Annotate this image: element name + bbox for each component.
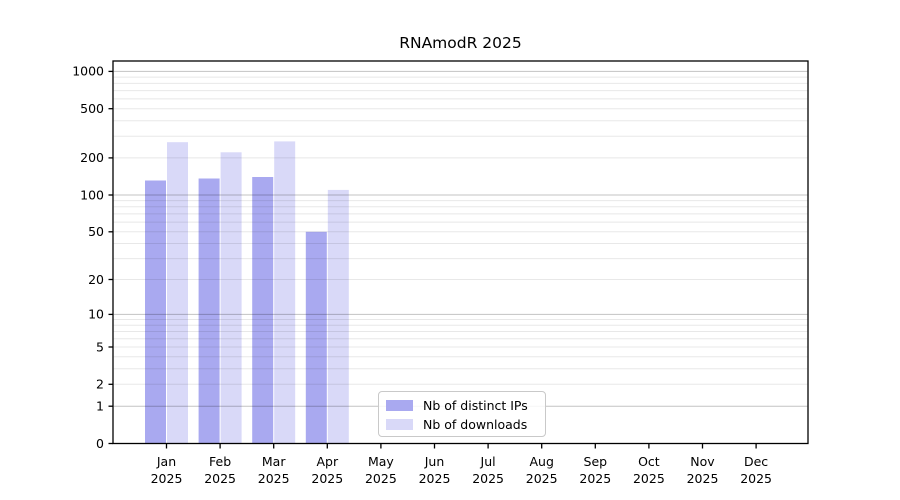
x-tick-label-year: 2025 xyxy=(472,471,504,486)
bar-downloads-feb xyxy=(220,152,242,444)
y-tick-label: 10 xyxy=(88,307,104,322)
x-tick-label-month: Oct xyxy=(638,454,660,469)
legend-label-distinct-ips: Nb of distinct IPs xyxy=(423,397,528,413)
y-tick-label: 50 xyxy=(88,224,104,239)
legend-item-distinct-ips: Nb of distinct IPs xyxy=(386,397,538,413)
legend-label-downloads: Nb of downloads xyxy=(423,416,528,432)
x-tick-label-month: Jun xyxy=(424,454,445,469)
bar-distinct-ips-apr xyxy=(305,231,327,444)
y-tick-label: 5 xyxy=(96,339,104,354)
x-tick-label-month: Apr xyxy=(316,454,338,469)
x-tick-label-year: 2025 xyxy=(311,471,343,486)
chart-title: RNAmodR 2025 xyxy=(399,34,522,52)
bar-downloads-mar xyxy=(274,141,296,444)
x-tick-label-month: Jan xyxy=(156,454,176,469)
x-tick-label-month: May xyxy=(368,454,394,469)
bar-distinct-ips-jan xyxy=(145,180,166,444)
y-tick-label: 0 xyxy=(96,436,104,451)
x-tick-label-month: Feb xyxy=(209,454,231,469)
x-tick-label-month: Nov xyxy=(690,454,715,469)
x-tick-label-year: 2025 xyxy=(258,471,290,486)
x-tick-label-year: 2025 xyxy=(419,471,451,486)
y-tick-label: 200 xyxy=(80,150,104,165)
y-tick-label: 500 xyxy=(80,101,104,116)
y-tick-label: 1 xyxy=(96,399,104,414)
y-tick-label: 100 xyxy=(80,187,104,202)
plot-frame xyxy=(112,60,809,445)
x-tick-label-year: 2025 xyxy=(151,471,183,486)
x-tick-label-month: Dec xyxy=(744,454,768,469)
x-tick-label-month: Sep xyxy=(584,454,608,469)
bar-downloads-jan xyxy=(167,142,188,444)
x-tick-label-year: 2025 xyxy=(365,471,397,486)
legend-swatch-distinct-ips xyxy=(386,399,413,411)
x-tick-label-month: Aug xyxy=(529,454,553,469)
x-tick-label-year: 2025 xyxy=(204,471,236,486)
legend: Nb of distinct IPs Nb of downloads xyxy=(378,391,546,437)
legend-swatch-downloads xyxy=(386,418,413,430)
x-tick-label-year: 2025 xyxy=(633,471,665,486)
gridlines xyxy=(113,70,808,407)
x-tick-label-month: Jul xyxy=(480,454,496,469)
y-tick-label: 2 xyxy=(96,377,104,392)
y-tick-label: 1000 xyxy=(72,64,104,79)
x-tick-label-year: 2025 xyxy=(740,471,772,486)
x-tick-label-year: 2025 xyxy=(687,471,719,486)
x-tick-label-month: Mar xyxy=(262,454,286,469)
bar-downloads-apr xyxy=(327,189,349,444)
x-tick-label-year: 2025 xyxy=(579,471,611,486)
y-tick-label: 20 xyxy=(88,272,104,287)
legend-item-downloads: Nb of downloads xyxy=(386,416,538,432)
x-tick-label-year: 2025 xyxy=(526,471,558,486)
bar-distinct-ips-mar xyxy=(252,177,274,444)
bar-distinct-ips-feb xyxy=(198,178,220,444)
